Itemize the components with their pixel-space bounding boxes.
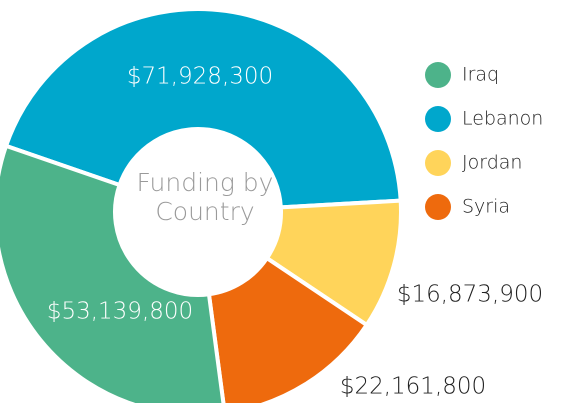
legend-swatch (425, 62, 451, 88)
data-label: $53,139,800 (47, 299, 193, 325)
chart-title: Funding by Country (136, 168, 274, 226)
legend-swatch (425, 150, 451, 176)
donut-segment (0, 143, 226, 403)
donut-segment (206, 255, 370, 403)
data-label: $16,873,900 (397, 282, 543, 308)
donut-segment (3, 7, 403, 210)
legend-label: Lebanon (462, 108, 543, 130)
legend-label: Iraq (462, 64, 499, 86)
legend-swatch (425, 106, 451, 132)
data-label: $22,161,800 (340, 374, 486, 400)
data-label: $71,928,300 (127, 64, 273, 90)
legend-swatch (425, 194, 451, 220)
legend-label: Jordan (462, 152, 522, 174)
legend-label: Syria (462, 196, 510, 218)
